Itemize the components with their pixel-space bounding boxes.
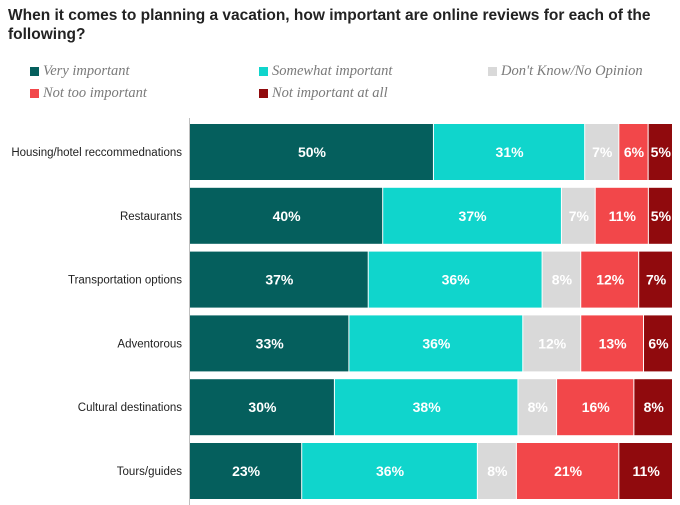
data-label: 36% bbox=[376, 463, 405, 479]
bar-segment bbox=[634, 379, 672, 436]
category-label: Housing/hotel reccommednations bbox=[11, 147, 182, 159]
bar-segment bbox=[516, 443, 619, 499]
data-label: 13% bbox=[599, 335, 628, 351]
legend-swatch bbox=[259, 67, 268, 76]
data-label: 36% bbox=[442, 272, 471, 288]
bar-segment bbox=[368, 251, 542, 308]
legend-label: Somewhat important bbox=[272, 63, 393, 79]
bar-segment bbox=[581, 251, 639, 308]
data-label: 21% bbox=[554, 463, 583, 479]
data-label: 30% bbox=[248, 399, 277, 415]
bar-segment bbox=[433, 124, 585, 180]
data-label: 40% bbox=[273, 208, 302, 224]
data-label: 8% bbox=[644, 399, 665, 415]
legend-item-dont-know: Don't Know/No Opinion bbox=[488, 63, 643, 80]
category-label: Restaurants bbox=[120, 211, 182, 223]
bar-segment bbox=[518, 379, 557, 436]
legend-label: Not important at all bbox=[272, 85, 388, 101]
data-label: 50% bbox=[298, 144, 327, 160]
bar-segment bbox=[349, 315, 523, 372]
chart-title: When it comes to planning a vacation, ho… bbox=[8, 7, 651, 43]
data-label: 5% bbox=[651, 208, 672, 224]
data-label: 5% bbox=[651, 144, 672, 160]
data-label: 11% bbox=[609, 208, 637, 224]
bar-segment bbox=[595, 187, 648, 244]
legend-item-not-too-important: Not too important bbox=[30, 85, 147, 102]
data-label: 11% bbox=[633, 463, 661, 479]
data-label: 8% bbox=[528, 399, 549, 415]
data-label: 7% bbox=[646, 272, 667, 288]
legend-swatch bbox=[259, 89, 268, 98]
bar-segment bbox=[190, 379, 334, 436]
legend-swatch bbox=[30, 67, 39, 76]
legend-item-somewhat-important: Somewhat important bbox=[259, 63, 392, 80]
data-label: 12% bbox=[596, 272, 625, 288]
bar-segment bbox=[581, 315, 644, 372]
bar-segment bbox=[190, 187, 383, 244]
data-label: 12% bbox=[538, 335, 567, 351]
bar-segment bbox=[557, 379, 634, 436]
data-label: 8% bbox=[552, 272, 573, 288]
data-label: 16% bbox=[582, 399, 611, 415]
bar-segment bbox=[648, 187, 672, 244]
bar-segment bbox=[585, 124, 619, 180]
data-label: 36% bbox=[422, 335, 451, 351]
bar-segment bbox=[639, 251, 672, 308]
category-label: Cultural destinations bbox=[78, 402, 182, 414]
bar-segment bbox=[383, 187, 561, 244]
bar-segment bbox=[648, 124, 672, 180]
legend-item-very-important: Very important bbox=[30, 63, 130, 80]
bar-segment bbox=[561, 187, 595, 244]
bar-segment bbox=[302, 443, 477, 499]
data-label: 23% bbox=[232, 463, 261, 479]
bar-segment bbox=[523, 315, 581, 372]
data-label: 38% bbox=[413, 399, 442, 415]
bar-segment bbox=[190, 124, 433, 180]
category-label: Adventorous bbox=[117, 338, 182, 350]
bar-segment bbox=[190, 315, 349, 372]
bar-segment bbox=[619, 124, 648, 180]
bar-segment bbox=[644, 315, 672, 372]
data-label: 6% bbox=[624, 144, 645, 160]
legend-label: Very important bbox=[43, 63, 130, 79]
data-label: 31% bbox=[496, 144, 525, 160]
bar-segment bbox=[619, 443, 672, 499]
bar-segment bbox=[477, 443, 516, 499]
legend: Very important Somewhat important Don't … bbox=[0, 0, 680, 110]
data-label: 37% bbox=[459, 208, 488, 224]
legend-label: Don't Know/No Opinion bbox=[501, 63, 643, 79]
data-label: 33% bbox=[256, 335, 285, 351]
bar-segment bbox=[542, 251, 581, 308]
bar-segment bbox=[190, 443, 302, 499]
data-label: 6% bbox=[648, 335, 669, 351]
legend-swatch bbox=[488, 67, 497, 76]
legend-swatch bbox=[30, 89, 39, 98]
bar-segment bbox=[334, 379, 518, 436]
category-label: Transportation options bbox=[68, 275, 182, 287]
data-label: 7% bbox=[592, 144, 613, 160]
category-label: Tours/guides bbox=[117, 466, 182, 478]
legend-label: Not too important bbox=[43, 85, 147, 101]
bar-segment bbox=[190, 251, 368, 308]
data-label: 37% bbox=[265, 272, 294, 288]
data-label: 7% bbox=[569, 208, 590, 224]
legend-item-not-important-at-all: Not important at all bbox=[259, 85, 388, 102]
data-label: 8% bbox=[487, 463, 508, 479]
